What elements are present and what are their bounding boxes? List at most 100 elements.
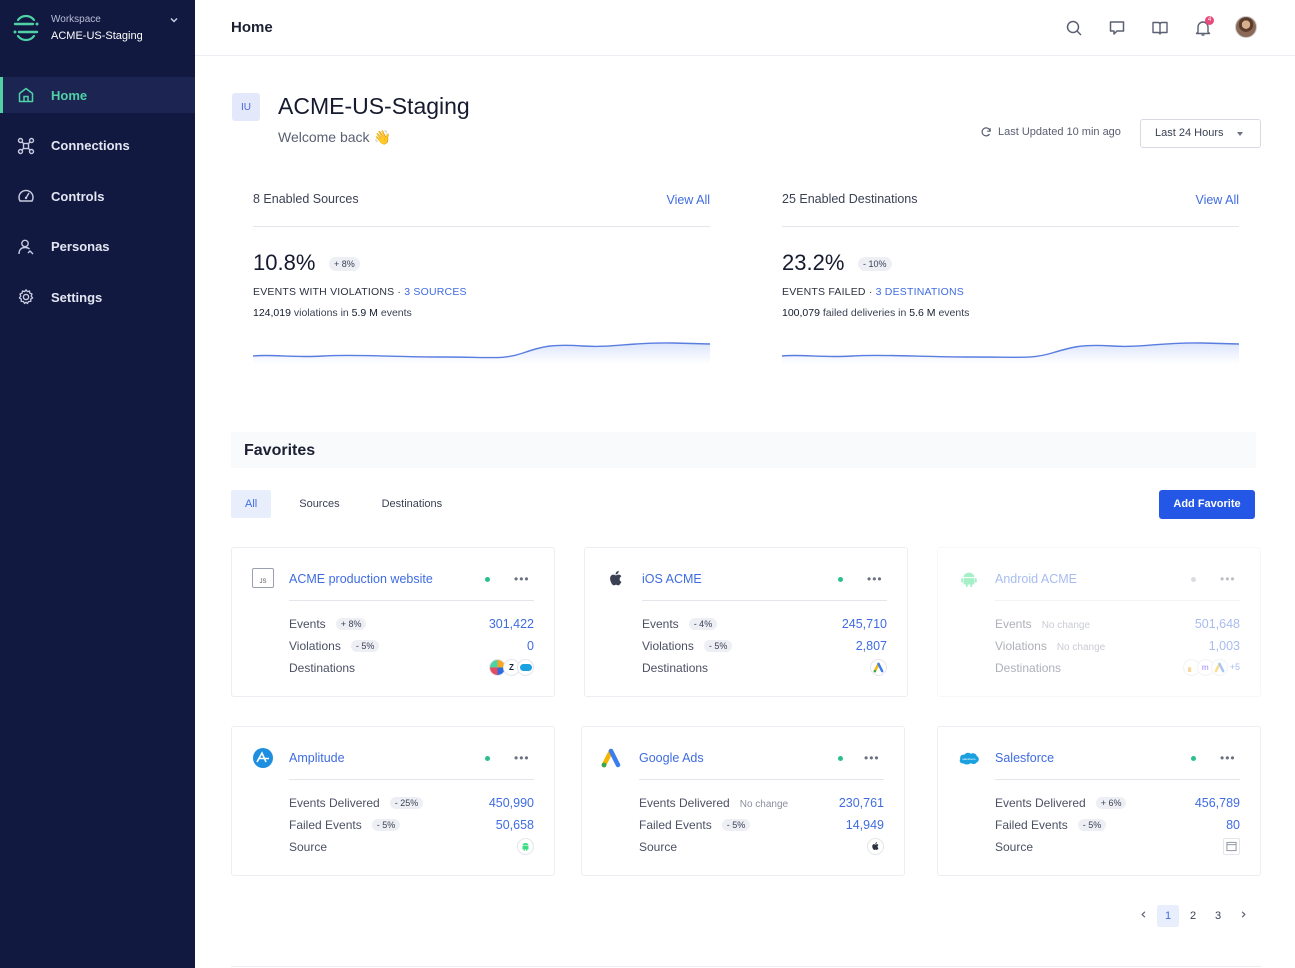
- tab-sources[interactable]: Sources: [299, 498, 340, 510]
- workspace-switcher[interactable]: Workspace ACME-US-Staging: [12, 12, 184, 46]
- card-row: Source: [289, 838, 534, 856]
- card-title[interactable]: Android ACME: [995, 572, 1077, 586]
- no-change-label: No change: [1041, 620, 1091, 631]
- tab-all[interactable]: All: [231, 490, 272, 518]
- time-range-select[interactable]: Last 24 Hours: [1140, 119, 1261, 148]
- row-value[interactable]: 1,003: [1208, 639, 1240, 653]
- row-value[interactable]: 230,761: [838, 796, 884, 810]
- sources-count-link[interactable]: 3 SOURCES: [404, 286, 467, 298]
- card-title[interactable]: Google Ads: [639, 751, 704, 765]
- row-label: Source: [289, 840, 328, 854]
- favorite-card-salesforce[interactable]: salesforce Salesforce ••• Events Deliver…: [937, 726, 1261, 876]
- notification-count-badge: 4: [1205, 16, 1214, 25]
- row-label: Source: [995, 840, 1034, 854]
- refresh-icon: [981, 127, 991, 137]
- sidebar-item-personas[interactable]: Personas: [0, 229, 195, 265]
- card-row: Events Delivered No change 230,761: [639, 796, 884, 812]
- row-value[interactable]: 80: [1226, 818, 1240, 832]
- desc-end: events: [935, 307, 970, 319]
- source-icons: [517, 838, 534, 855]
- row-label: Source: [639, 840, 678, 854]
- destinations-count-link[interactable]: 3 DESTINATIONS: [875, 286, 965, 298]
- sidebar-item-connections[interactable]: Connections: [0, 128, 195, 164]
- more-destinations-count[interactable]: +5: [1229, 662, 1240, 672]
- card-row: Events - 4% 245,710: [642, 617, 887, 633]
- page-3-button[interactable]: 3: [1214, 910, 1222, 922]
- sidebar-nav: Home Connections Controls Personas Setti…: [0, 77, 195, 330]
- browser-window-mini-icon: [1223, 838, 1240, 855]
- more-options-button[interactable]: •••: [867, 572, 883, 586]
- last-updated-text: Last Updated 10 min ago: [998, 126, 1121, 138]
- card-title[interactable]: Amplitude: [289, 751, 345, 765]
- favorite-card-android-acme[interactable]: Android ACME ••• Events No change 501,648 …: [937, 547, 1261, 697]
- more-options-button[interactable]: •••: [1220, 751, 1236, 765]
- controls-icon: [18, 189, 34, 202]
- row-label: Violations: [995, 639, 1047, 653]
- more-options-button[interactable]: •••: [514, 751, 530, 765]
- amplitude-icon: [252, 747, 274, 769]
- sidebar-item-settings[interactable]: Settings: [0, 279, 195, 315]
- row-value[interactable]: 501,648: [1194, 617, 1240, 631]
- divider: [642, 600, 887, 601]
- favorite-card-google-ads[interactable]: Google Ads ••• Events Delivered No change…: [581, 726, 905, 876]
- time-range-value: Last 24 Hours: [1155, 127, 1224, 139]
- favorite-card-amplitude[interactable]: Amplitude ••• Events Delivered - 25% 450,9…: [231, 726, 555, 876]
- more-options-button[interactable]: •••: [514, 572, 530, 586]
- row-value[interactable]: 0: [527, 639, 534, 653]
- violations-count: 124,019: [253, 307, 291, 319]
- android-mini-icon: [517, 838, 534, 855]
- docs-button[interactable]: [1149, 17, 1171, 39]
- change-badge: - 4%: [688, 618, 718, 630]
- status-dot: [838, 577, 843, 582]
- row-value[interactable]: 245,710: [841, 617, 887, 631]
- notifications-button[interactable]: 4: [1192, 16, 1214, 39]
- failed-count: 100,079: [782, 307, 820, 319]
- row-value[interactable]: 301,422: [488, 617, 534, 631]
- row-label: Destinations: [995, 661, 1062, 675]
- apple-icon: [605, 568, 627, 590]
- next-page-button[interactable]: [1232, 905, 1254, 927]
- workspace-name: ACME-US-Staging: [51, 30, 143, 42]
- more-options-button[interactable]: •••: [1220, 572, 1236, 586]
- user-avatar[interactable]: [1235, 16, 1257, 38]
- more-options-button[interactable]: •••: [864, 751, 880, 765]
- card-row: Events Delivered + 6% 456,789: [995, 796, 1240, 812]
- change-badge: - 5%: [1077, 819, 1107, 831]
- row-label: Events: [642, 617, 679, 631]
- sources-view-all-link[interactable]: View All: [666, 193, 710, 207]
- row-value[interactable]: 450,990: [488, 796, 534, 810]
- sidebar-item-label: Personas: [51, 239, 110, 254]
- page-1-button[interactable]: 1: [1157, 905, 1179, 927]
- book-icon: [1152, 21, 1168, 35]
- row-label: Destinations: [289, 661, 356, 675]
- destination-icons: Z: [489, 659, 534, 676]
- sidebar: Workspace ACME-US-Staging Home Connectio…: [0, 0, 195, 968]
- sidebar-item-home[interactable]: Home: [0, 77, 195, 113]
- add-favorite-button[interactable]: Add Favorite: [1159, 490, 1255, 519]
- row-value[interactable]: 14,949: [845, 818, 884, 832]
- row-label: Events: [995, 617, 1032, 631]
- search-button[interactable]: [1063, 17, 1085, 39]
- destinations-view-all-link[interactable]: View All: [1195, 193, 1239, 207]
- change-badge: - 5%: [350, 640, 380, 652]
- tab-destinations[interactable]: Destinations: [381, 498, 443, 510]
- row-value[interactable]: 50,658: [495, 818, 534, 832]
- row-value[interactable]: 456,789: [1194, 796, 1240, 810]
- no-change-label: No change: [1056, 642, 1106, 653]
- card-title[interactable]: Salesforce: [995, 751, 1055, 765]
- favorite-card-acme-production-website[interactable]: JS ACME production website ••• Events + 8…: [231, 547, 555, 697]
- chat-button[interactable]: [1106, 17, 1128, 39]
- card-title[interactable]: ACME production website: [289, 572, 433, 586]
- prev-page-button[interactable]: [1132, 905, 1154, 927]
- row-value[interactable]: 2,807: [855, 639, 887, 653]
- card-title[interactable]: iOS ACME: [642, 572, 702, 586]
- favorites-header: Favorites: [231, 432, 1256, 468]
- caret-down-icon: [1237, 132, 1243, 136]
- sidebar-item-controls[interactable]: Controls: [0, 178, 195, 214]
- favorite-card-ios-acme[interactable]: iOS ACME ••• Events - 4% 245,710 Violation…: [584, 547, 908, 697]
- divider: [995, 779, 1240, 780]
- page-2-button[interactable]: 2: [1189, 910, 1197, 922]
- last-updated[interactable]: Last Updated 10 min ago: [980, 126, 1121, 138]
- destinations-description: 100,079 failed deliveries in 5.6 M event…: [782, 307, 969, 319]
- card-row: Violations - 5% 2,807: [642, 639, 887, 655]
